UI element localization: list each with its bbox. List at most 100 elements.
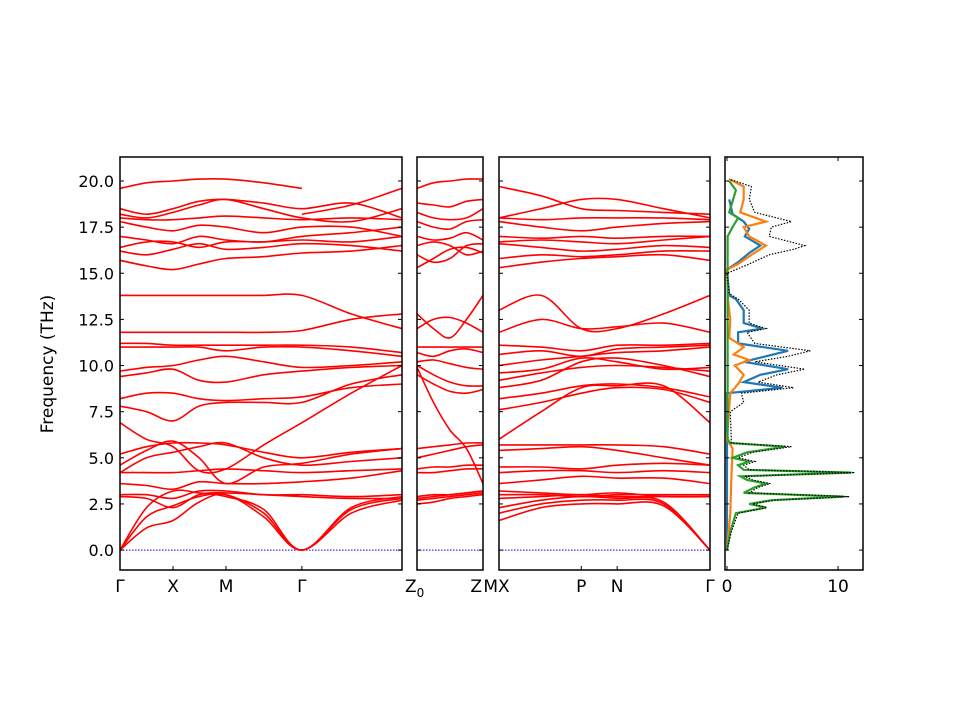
phonon-band — [416, 316, 484, 333]
dos-frame — [724, 156, 864, 571]
band-panel-3 — [498, 156, 711, 571]
y-tick-label: 12.5 — [78, 310, 114, 329]
phonon-band — [119, 244, 403, 271]
phonon-band — [498, 475, 711, 485]
high-symmetry-label: M — [483, 577, 498, 597]
high-symmetry-label: Γ — [115, 577, 125, 597]
phonon-band — [498, 197, 711, 219]
phonon-band — [498, 250, 711, 260]
phonon-band — [119, 440, 403, 485]
phonon-band — [498, 253, 711, 269]
y-tick-label: 17.5 — [78, 218, 114, 237]
band-panel-2 — [416, 156, 484, 571]
phonon-band — [416, 348, 484, 358]
phonon-band — [498, 382, 711, 440]
phonon-band — [416, 493, 484, 505]
phonon-band — [498, 443, 711, 455]
phonon-band — [119, 492, 403, 509]
band-panel-1 — [119, 156, 403, 571]
phonon-band — [498, 346, 711, 367]
phonon-band — [119, 345, 403, 358]
phonon-band — [498, 235, 711, 245]
phonon-band — [119, 355, 403, 372]
phonon-band — [498, 490, 711, 498]
phonon-band — [119, 364, 403, 474]
high-symmetry-label-z0: Z0 — [405, 577, 424, 600]
phonon-band — [498, 364, 711, 382]
phonon-band — [498, 220, 711, 232]
high-symmetry-label: X — [498, 577, 510, 597]
phonon-band — [119, 220, 403, 238]
phonon-band — [416, 231, 484, 241]
high-symmetry-label: N — [611, 577, 624, 597]
phonon-band — [416, 178, 484, 190]
dos-panel — [724, 156, 864, 571]
phonon-band — [498, 462, 711, 470]
label-main: Z — [405, 577, 417, 597]
phonon-band — [119, 489, 403, 551]
phonon-band — [416, 364, 484, 387]
phonon-band — [498, 469, 711, 474]
phonon-band — [416, 492, 484, 501]
phonon-band — [119, 215, 403, 221]
phonon-band — [119, 383, 403, 402]
phonon-band — [498, 242, 711, 252]
y-tick-label: 7.5 — [89, 403, 114, 422]
phonon-band — [119, 441, 403, 459]
high-symmetry-label: M — [219, 577, 234, 597]
phonon-band — [416, 464, 484, 470]
phonon-band — [498, 386, 711, 411]
phonon-band — [498, 357, 711, 389]
panel-frame — [416, 156, 484, 571]
phonon-band — [120, 293, 403, 330]
phonon-band — [498, 383, 711, 400]
phonon-band — [416, 242, 484, 264]
phonon-band — [119, 342, 403, 354]
phonon-band — [498, 445, 711, 466]
y-tick-label: 15.0 — [78, 264, 114, 283]
y-tick-label: 10.0 — [78, 357, 114, 376]
phonon-band — [119, 242, 403, 256]
dos-x-tick-label: 10 — [827, 577, 849, 597]
dos-series-total — [726, 178, 855, 551]
phonon-band — [119, 489, 403, 500]
phonon-band — [416, 218, 484, 231]
phonon-band — [120, 468, 403, 474]
phonon-band — [119, 374, 403, 422]
phonon-band — [416, 241, 484, 256]
phonon-band — [416, 490, 484, 498]
y-tick-label: 20.0 — [78, 172, 114, 191]
high-symmetry-label: Γ — [297, 577, 307, 597]
y-tick-label: 2.5 — [89, 495, 114, 514]
phonon-band — [119, 177, 303, 190]
panel-frame — [498, 156, 711, 571]
high-symmetry-label: X — [167, 577, 179, 597]
phonon-band — [498, 294, 711, 333]
phonon-band — [498, 185, 711, 215]
phonon-band — [119, 441, 403, 474]
phonon-band — [416, 198, 484, 208]
phonon-band — [119, 492, 403, 551]
high-symmetry-label: P — [576, 577, 586, 597]
phonon-band — [498, 318, 711, 334]
dos-x-tick-label: 0 — [722, 577, 733, 597]
phonon-band — [416, 374, 484, 395]
phonon-band — [498, 235, 711, 240]
phonon-band — [416, 467, 484, 474]
phonon-band — [498, 357, 711, 374]
phonon-band — [416, 294, 484, 339]
dos-series-blue — [725, 199, 789, 551]
phonon-band — [498, 344, 711, 358]
phonon-band — [119, 493, 403, 551]
phonon-band — [498, 342, 711, 352]
phonon-band — [416, 359, 484, 370]
phonon-band — [498, 495, 711, 551]
phonon-band — [498, 501, 711, 551]
panel-frame — [119, 156, 403, 571]
phonon-band — [416, 246, 484, 269]
phonon-band — [416, 208, 484, 221]
y-tick-label: 0.0 — [89, 541, 114, 560]
phonon-band — [498, 498, 711, 551]
phonon-band — [416, 367, 484, 484]
